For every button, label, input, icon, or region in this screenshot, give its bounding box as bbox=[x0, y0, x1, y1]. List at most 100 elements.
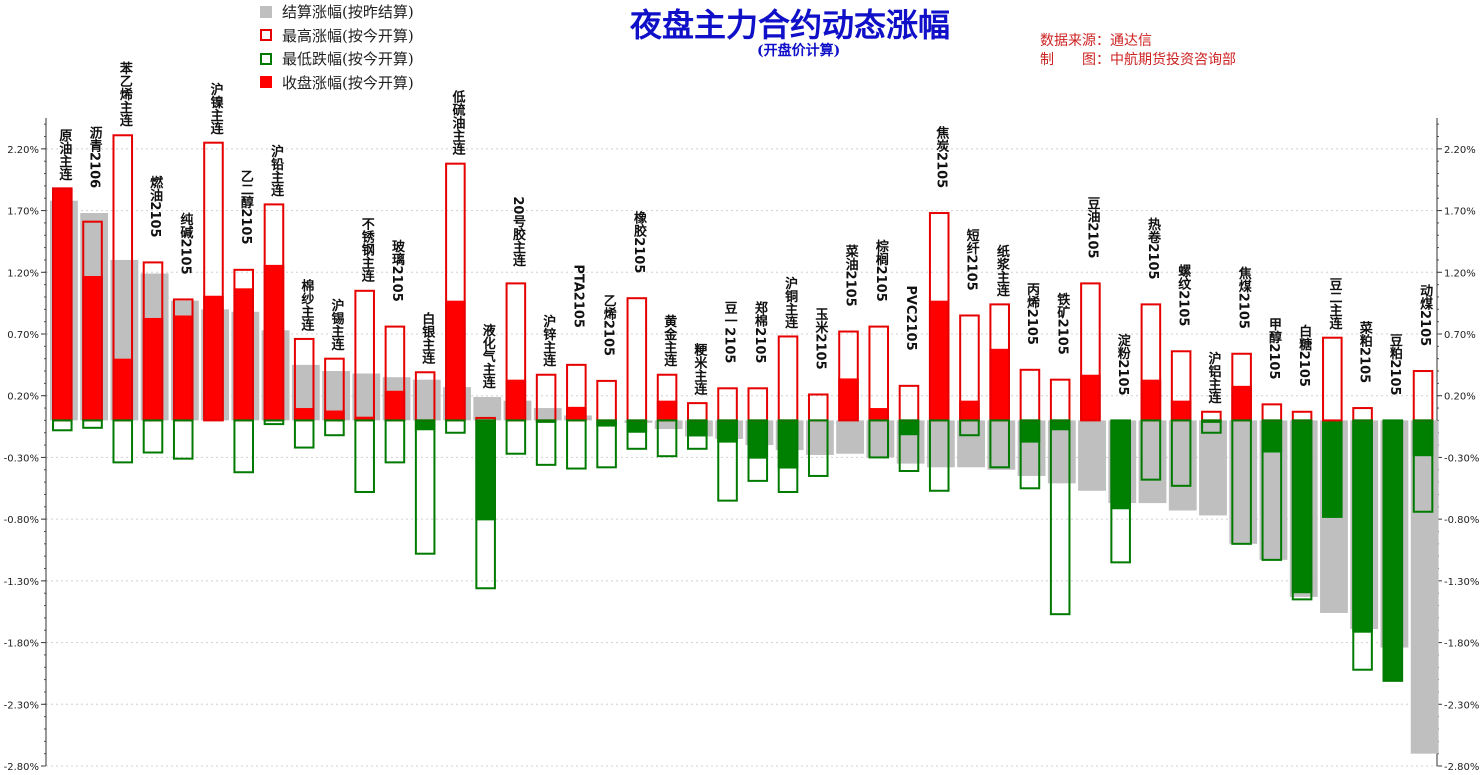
category-label: 动煤2105 bbox=[1417, 284, 1433, 346]
close-bar bbox=[535, 420, 557, 423]
settle-bar bbox=[654, 420, 683, 430]
settle-bar bbox=[1078, 420, 1106, 491]
high-bar bbox=[626, 297, 648, 422]
category-label: 豆油2105 bbox=[1085, 196, 1101, 258]
category-label: 沪铝主连 bbox=[1205, 351, 1221, 405]
close-bar bbox=[414, 420, 436, 431]
category-label: 菜粕2105 bbox=[1357, 320, 1374, 383]
settle-bar bbox=[1410, 420, 1439, 754]
y-tick-label-left: 1.70% bbox=[7, 207, 39, 218]
settle-bar bbox=[1168, 420, 1197, 511]
high-bar bbox=[807, 393, 829, 422]
category-label: 乙烯2105 bbox=[601, 294, 617, 356]
close-bar bbox=[233, 288, 254, 421]
low-bar bbox=[354, 419, 375, 493]
low-bar bbox=[112, 419, 134, 464]
low-bar bbox=[1140, 419, 1162, 481]
low-bar bbox=[1291, 419, 1313, 601]
close-bar bbox=[747, 420, 769, 459]
close-bar bbox=[868, 408, 890, 421]
y-tick-label-left: 0.20% bbox=[7, 392, 39, 403]
category-label: 沪铜主连 bbox=[782, 276, 799, 330]
low-bar bbox=[233, 419, 254, 474]
low-bar bbox=[505, 419, 527, 455]
category-label: 焦炭2105 bbox=[933, 125, 950, 188]
high-bar bbox=[1201, 410, 1222, 422]
low-bar bbox=[445, 419, 466, 434]
category-label: 淀粉2105 bbox=[1115, 333, 1131, 396]
chart-title: 夜盘主力合约动态涨幅 bbox=[630, 6, 951, 44]
category-label: 液化气主连 bbox=[480, 323, 496, 390]
low-bar bbox=[717, 419, 738, 502]
y-tick-label-right: 0.70% bbox=[1444, 330, 1476, 341]
high-bar bbox=[596, 379, 617, 422]
legend-item-low: 最低跌幅(按今开算) bbox=[260, 47, 414, 71]
legend-swatch-low bbox=[260, 52, 272, 65]
low-bar bbox=[747, 419, 769, 482]
category-label: 苯乙烯主连 bbox=[117, 61, 134, 128]
close-bar bbox=[475, 420, 496, 521]
settle-bar bbox=[1199, 420, 1227, 516]
low-bar bbox=[384, 419, 406, 464]
y-tick-label-right: -1.30% bbox=[1444, 577, 1479, 588]
category-label: 粳米主连 bbox=[691, 343, 708, 397]
legend-label-low: 最低跌幅(按今开算) bbox=[282, 50, 414, 69]
low-bar bbox=[687, 419, 708, 450]
y-tick-label-right: 1.70% bbox=[1444, 207, 1476, 218]
low-bar bbox=[1352, 419, 1373, 671]
y-tick-label-right: -2.30% bbox=[1444, 700, 1479, 711]
y-tick-label-left: -0.30% bbox=[4, 453, 39, 464]
category-label: 豆粕2105 bbox=[1387, 333, 1403, 395]
low-bar bbox=[959, 419, 980, 437]
high-bar bbox=[1352, 407, 1373, 422]
low-bar bbox=[414, 419, 436, 555]
close-bar bbox=[1412, 420, 1434, 457]
close-bar bbox=[1322, 420, 1343, 518]
chart-legend: 结算涨幅(按昨结算) 最高涨幅(按今开算) 最低跌幅(按今开算) 收盘涨幅(按今… bbox=[260, 0, 414, 94]
category-label: 白糖2105 bbox=[1296, 324, 1312, 387]
low-bar bbox=[626, 419, 648, 450]
settle-bar bbox=[866, 420, 895, 458]
settle-bar bbox=[1229, 420, 1258, 544]
low-bar bbox=[263, 419, 285, 426]
low-bar bbox=[566, 419, 587, 470]
close-bar bbox=[1261, 420, 1283, 453]
close-bar bbox=[1291, 420, 1313, 594]
category-label: 棕榈2105 bbox=[873, 239, 890, 302]
close-bar bbox=[626, 420, 648, 433]
category-label: 螺纹2105 bbox=[1175, 264, 1191, 327]
low-bar bbox=[142, 419, 164, 454]
low-bar bbox=[293, 419, 315, 449]
high-bar bbox=[838, 330, 859, 422]
low-bar bbox=[1049, 419, 1071, 616]
low-bar bbox=[1019, 419, 1041, 490]
y-tick-label-right: -0.30% bbox=[1444, 453, 1479, 464]
chart-subtitle: (开盘价计算) bbox=[757, 43, 841, 59]
close-bar bbox=[1080, 374, 1101, 421]
low-bar bbox=[1201, 419, 1222, 434]
close-bar bbox=[1231, 385, 1252, 421]
low-bar bbox=[656, 419, 678, 458]
settle-bar bbox=[957, 420, 985, 468]
low-bar bbox=[324, 419, 345, 437]
category-label: 玉米2105 bbox=[812, 307, 828, 369]
author-label: 制 图：中航期货投资咨询部 bbox=[1040, 52, 1236, 68]
close-bar bbox=[82, 275, 103, 421]
legend-label-settle: 结算涨幅(按昨结算) bbox=[282, 3, 414, 22]
low-bar bbox=[172, 419, 194, 460]
close-bar bbox=[687, 420, 708, 437]
category-label: 沪锡主连 bbox=[329, 298, 345, 352]
low-bar bbox=[475, 419, 496, 590]
category-label: 不锈钢主连 bbox=[359, 217, 375, 283]
category-label: 铁矿2105 bbox=[1054, 292, 1071, 355]
close-bar bbox=[203, 295, 224, 421]
category-label: 低硫油主连 bbox=[450, 90, 467, 157]
close-bar bbox=[505, 379, 527, 421]
low-bar bbox=[898, 419, 920, 473]
close-bar bbox=[838, 378, 859, 421]
category-label: 郑棉2105 bbox=[752, 301, 768, 364]
high-bar bbox=[1291, 410, 1313, 422]
settle-bar bbox=[412, 379, 441, 421]
y-tick-label-left: -2.80% bbox=[4, 762, 39, 773]
category-label: 橡胶2105 bbox=[631, 211, 647, 274]
